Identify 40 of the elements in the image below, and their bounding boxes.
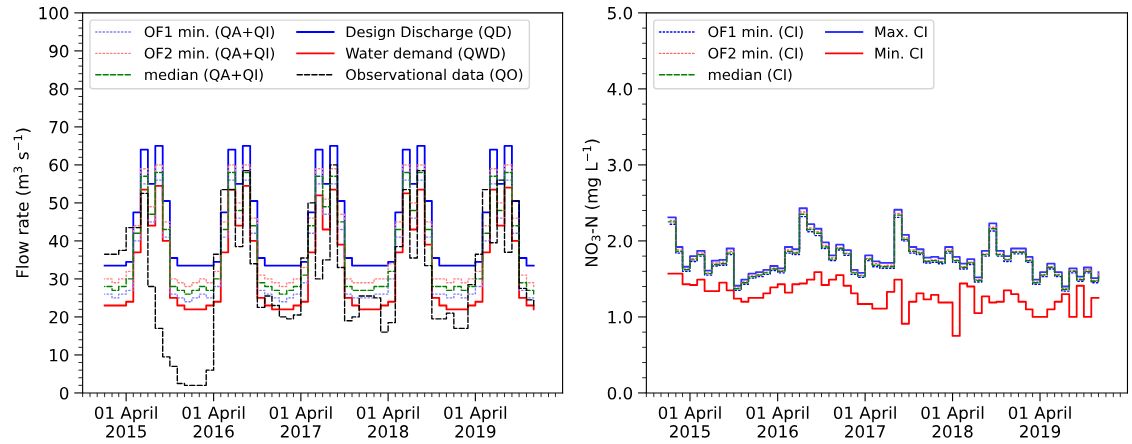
y-tick-label: 20 [49,310,69,324]
y-tick-label: 40 [49,234,69,248]
x-tick-label: 01 April 2018 [356,406,419,438]
x-tick-label: 01 April 2017 [269,406,332,438]
y-tick-label: 0.0 [607,386,633,400]
y-tick-label: 3.0 [607,158,633,172]
x-tick-label: 01 April 2019 [444,406,507,438]
y-tick-label: 60 [49,158,69,172]
y-tick-label: 80 [49,82,69,96]
x-tick-label: 01 April 2018 [921,406,984,438]
x-tick-label: 01 April 2016 [746,406,809,438]
legend-label: OF1 min. (CI) [708,26,803,40]
y-tick-label: 50 [49,196,69,210]
y-tick-label: 70 [49,120,69,134]
x-tick-label: 01 April 2015 [94,406,157,438]
x-tick-label: 01 April 2017 [833,406,896,438]
y-axis-title: Flow rate (m$^{3}$ s$^{−1}$) [13,128,31,278]
legend-label: OF2 min. (CI) [708,47,803,61]
y-tick-label: 5.0 [607,6,633,20]
legend-label: OF2 min. (QA+QI) [144,47,275,61]
y-tick-label: 0 [59,386,69,400]
y-tick-label: 4.0 [607,82,633,96]
legend-label: median (CI) [708,68,792,82]
x-tick-label: 01 April 2019 [1008,406,1071,438]
y-axis-title: NO$_{3}$-N (mg L$^{−1}$) [582,139,601,267]
legend-label: OF1 min. (QA+QI) [144,26,275,40]
x-tick-label: 01 April 2016 [182,406,245,438]
y-tick-label: 1.0 [608,310,633,324]
legend-label: Water demand (QWD) [345,47,505,61]
y-tick-label: 90 [49,44,69,58]
legend-label: Max. CI [875,26,927,38]
x-tick-label: 01 April 2015 [658,406,721,438]
legend-label: Design Discharge (QD) [346,26,511,41]
y-tick-label: 100 [39,6,69,20]
y-tick-label: 2.0 [607,234,633,248]
y-tick-label: 10 [50,348,69,362]
legend-label: Observational data (QO) [346,68,523,82]
legend-label: median (QA+QI) [145,68,263,82]
y-tick-label: 30 [49,272,69,286]
legend-label: Min. CI [875,47,923,59]
